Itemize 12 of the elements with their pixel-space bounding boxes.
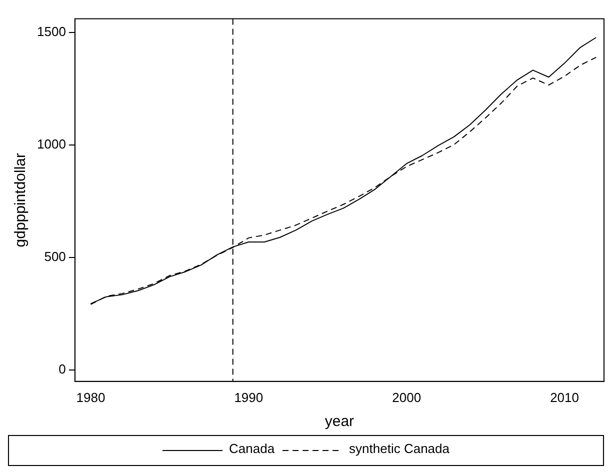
x-tick-label: 2000 [392,390,422,405]
y-tick-label: 500 [44,249,66,264]
x-tick-label: 1980 [76,390,106,405]
legend-label: synthetic Canada [349,441,450,456]
y-axis-title: gdpppintdollar [12,152,30,248]
y-tick-label: 0 [58,362,66,377]
legend-label: Canada [229,441,276,456]
x-axis-title: year [324,413,354,430]
y-tick-label: 1500 [37,24,66,39]
x-tick-label: 2010 [550,390,579,405]
x-tick-label: 1990 [234,390,264,405]
y-tick-label: 1000 [37,136,66,152]
